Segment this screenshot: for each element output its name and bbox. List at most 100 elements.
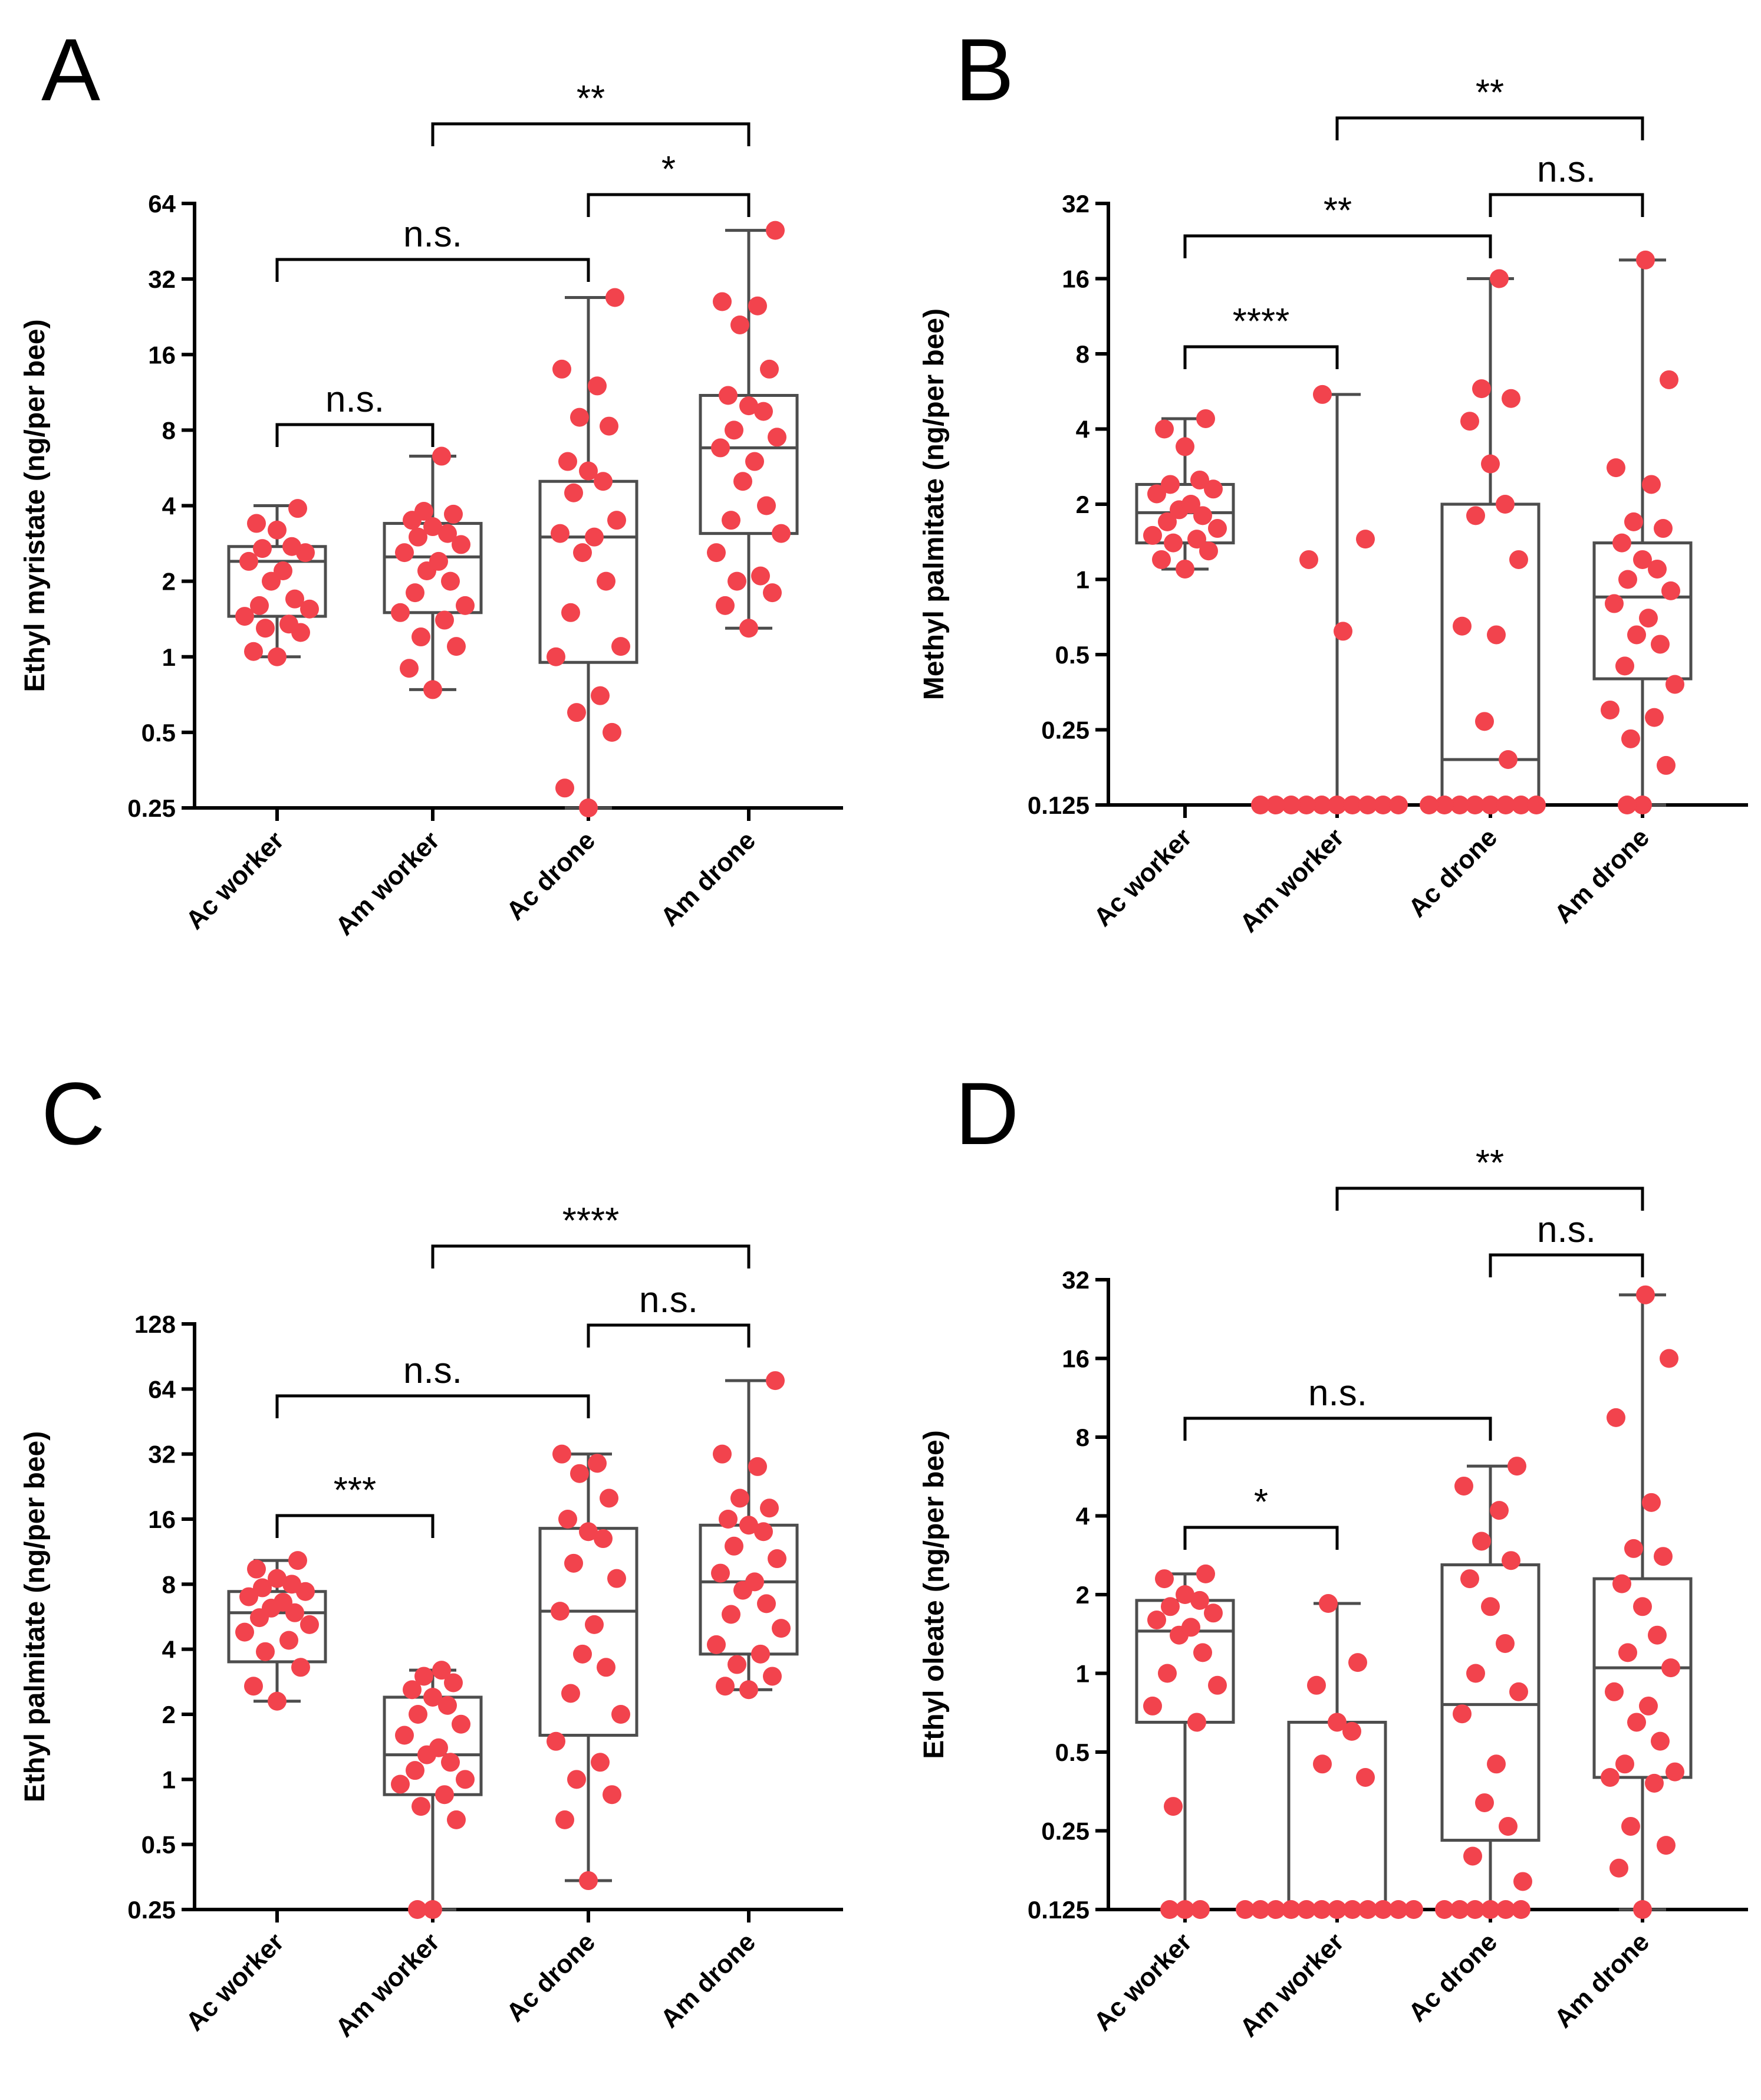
data-point	[282, 1575, 301, 1594]
data-point	[300, 1615, 319, 1634]
data-point	[1164, 533, 1183, 553]
data-point	[1196, 1564, 1215, 1583]
data-point	[772, 524, 791, 543]
data-point	[247, 1559, 266, 1579]
data-point	[772, 1619, 791, 1638]
data-point	[452, 535, 470, 554]
iqr-box	[1592, 1577, 1693, 1779]
y-tick-label: 0.5	[1055, 641, 1089, 669]
data-point	[594, 472, 613, 491]
bracket-line	[587, 193, 751, 217]
data-point	[274, 561, 292, 581]
data-point	[1161, 1597, 1180, 1616]
data-point	[1208, 1675, 1227, 1695]
data-point	[1636, 250, 1655, 270]
data-point	[567, 703, 586, 722]
y-tick-label: 0.25	[1041, 717, 1089, 744]
x-category-label: Ac worker	[180, 826, 289, 935]
data-point	[268, 1691, 287, 1711]
data-point	[1621, 729, 1640, 748]
data-point	[1176, 559, 1194, 579]
data-point	[441, 1753, 460, 1772]
significance-label: n.s.	[325, 379, 384, 420]
y-tick-label: 0.5	[1055, 1739, 1089, 1766]
significance-label: *	[661, 149, 676, 190]
data-point	[1509, 550, 1528, 569]
data-point	[564, 1553, 583, 1573]
data-point	[414, 501, 433, 521]
data-point	[725, 1536, 743, 1556]
data-point	[751, 566, 770, 586]
data-point	[1507, 1457, 1526, 1476]
bracket-line	[587, 1323, 751, 1348]
data-point	[722, 1605, 740, 1624]
data-point	[1466, 796, 1484, 814]
data-point	[1657, 1836, 1676, 1855]
panel-letter: A	[41, 20, 100, 119]
data-point	[1196, 409, 1215, 428]
data-point	[1605, 594, 1624, 613]
data-point	[607, 1569, 626, 1588]
data-point	[573, 543, 592, 563]
x-category-label: Ac drone	[1403, 823, 1503, 922]
data-point	[288, 499, 307, 518]
significance-label: ****	[1233, 301, 1290, 342]
data-point	[244, 642, 263, 661]
x-category-label: Ac worker	[1088, 823, 1197, 932]
data-point	[719, 386, 738, 405]
data-point	[1190, 470, 1209, 489]
data-point	[547, 647, 565, 666]
data-point	[268, 520, 287, 540]
iqr-box	[227, 545, 327, 618]
data-point	[1487, 625, 1506, 645]
data-point	[406, 1761, 424, 1780]
data-point	[745, 452, 764, 471]
significance-bracket: ***	[275, 1470, 435, 1538]
data-point	[1460, 412, 1479, 431]
data-point	[1627, 625, 1646, 645]
data-point	[1636, 1285, 1655, 1304]
data-point	[1607, 1408, 1625, 1427]
data-point	[1618, 796, 1637, 814]
data-point	[711, 1563, 730, 1583]
y-tick-label: 4	[1076, 416, 1090, 443]
data-point	[1648, 559, 1667, 579]
data-point	[567, 1770, 586, 1789]
data-point	[1312, 796, 1331, 814]
data-point	[1665, 675, 1684, 694]
data-point	[1661, 581, 1680, 600]
data-point	[1147, 484, 1166, 504]
y-tick-label: 8	[1076, 340, 1089, 368]
data-point	[716, 596, 735, 615]
data-point	[1660, 1349, 1678, 1368]
data-point	[739, 1516, 758, 1535]
data-point	[1193, 1643, 1212, 1662]
data-point	[760, 359, 779, 379]
data-point	[564, 483, 583, 502]
data-point	[1472, 1532, 1491, 1551]
y-tick-label: 2	[162, 568, 176, 596]
panel-C: C 0.25 0.5 1 2 4 8 16 32 64 128 Ethyl palmitate (ng…	[19, 1064, 843, 2043]
data-point	[282, 537, 301, 556]
y-tick-label: 4	[162, 492, 176, 520]
data-point	[291, 1658, 310, 1677]
box-3	[538, 1452, 638, 1882]
data-point	[588, 1454, 607, 1473]
data-point	[1475, 1793, 1494, 1812]
x-category-label: Ac drone	[501, 826, 601, 925]
significance-bracket: *	[587, 149, 751, 217]
data-point	[603, 722, 621, 742]
data-point	[1627, 1713, 1646, 1732]
data-point	[760, 1498, 779, 1518]
y-tick-label: 16	[1062, 1345, 1089, 1373]
data-point	[722, 511, 740, 530]
bracket-line	[275, 258, 590, 282]
x-category-label: Am drone	[1549, 1927, 1655, 2033]
data-point	[435, 610, 454, 630]
data-point	[1328, 1900, 1347, 1919]
data-point	[423, 1687, 442, 1707]
data-point	[1158, 512, 1177, 531]
data-point	[1435, 796, 1454, 814]
data-point	[768, 1549, 786, 1569]
data-point	[452, 1714, 470, 1734]
